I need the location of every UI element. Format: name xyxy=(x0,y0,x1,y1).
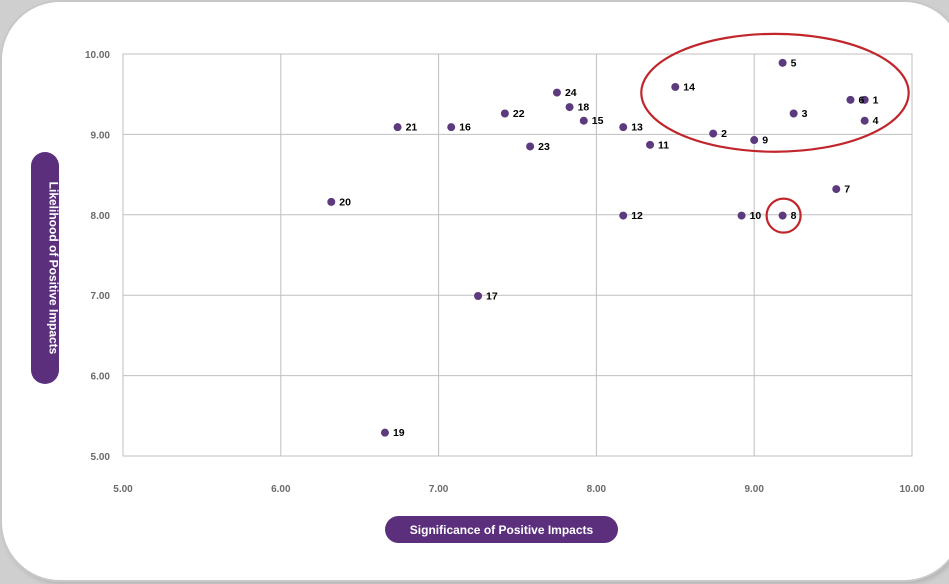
data-label-21: 21 xyxy=(406,122,418,134)
data-point-8 xyxy=(778,211,787,220)
data-point-11 xyxy=(646,140,655,149)
data-label-9: 9 xyxy=(762,135,768,147)
data-label-12: 12 xyxy=(631,210,643,222)
data-point-5 xyxy=(778,58,787,67)
data-point-6 xyxy=(846,95,855,104)
data-point-13 xyxy=(619,123,628,132)
data-point-20 xyxy=(327,197,336,206)
data-label-1: 1 xyxy=(873,94,879,106)
y-tick-label: 5.00 xyxy=(91,452,111,463)
data-point-19 xyxy=(380,428,389,437)
y-tick-label: 7.00 xyxy=(91,291,111,302)
plot-area xyxy=(122,53,913,457)
data-label-5: 5 xyxy=(791,57,797,69)
x-axis-title-text: Significance of Positive Impacts xyxy=(410,523,594,537)
tick-labels: 5.00 6.00 7.00 8.00 9.00 10.00 5.00 6.00 7.00 8.0… xyxy=(85,50,925,495)
x-axis-title: Significance of Positive Impacts xyxy=(385,516,618,543)
data-label-18: 18 xyxy=(578,102,590,114)
data-label-24: 24 xyxy=(565,87,577,99)
data-label-15: 15 xyxy=(592,115,604,127)
data-point-17 xyxy=(474,292,483,301)
data-point-22 xyxy=(500,109,509,118)
y-tick-label: 9.00 xyxy=(91,130,111,141)
data-label-14: 14 xyxy=(683,81,695,93)
data-label-13: 13 xyxy=(631,122,643,134)
data-label-2: 2 xyxy=(721,128,727,140)
x-tick-label: 6.00 xyxy=(271,484,291,495)
data-point-18 xyxy=(565,103,574,112)
x-tick-label: 10.00 xyxy=(899,484,924,495)
y-axis-title-text: Likelihood of Positive Impacts xyxy=(47,182,61,355)
x-tick-label: 8.00 xyxy=(587,484,607,495)
data-point-14 xyxy=(671,82,680,91)
data-label-4: 4 xyxy=(873,115,879,127)
x-axis-title-pill xyxy=(385,516,618,543)
data-label-11: 11 xyxy=(658,139,669,151)
y-axis-title-pill xyxy=(31,152,59,384)
data-label-17: 17 xyxy=(486,291,498,303)
highlight-circle-1 xyxy=(765,197,802,234)
data-point-23 xyxy=(526,142,535,151)
data-label-3: 3 xyxy=(802,108,808,120)
data-point-24 xyxy=(552,88,561,97)
data-point-16 xyxy=(447,123,456,132)
data-label-6: 6 xyxy=(858,94,864,106)
data-label-22: 22 xyxy=(513,108,525,120)
data-label-7: 7 xyxy=(844,184,850,196)
y-axis-title: Likelihood of Positive Impacts xyxy=(31,152,61,384)
data-point-3 xyxy=(789,109,798,118)
data-label-16: 16 xyxy=(459,122,471,134)
x-tick-label: 5.00 xyxy=(113,484,133,495)
highlight-ellipse-0 xyxy=(640,32,910,153)
x-tick-label: 9.00 xyxy=(744,484,764,495)
data-point-9 xyxy=(750,136,759,145)
grid xyxy=(122,53,913,457)
data-label-20: 20 xyxy=(339,196,351,208)
data-point-7 xyxy=(832,185,841,194)
y-tick-label: 10.00 xyxy=(85,50,110,61)
y-tick-label: 6.00 xyxy=(91,372,111,383)
data-point-10 xyxy=(737,211,746,220)
data-label-8: 8 xyxy=(791,210,797,222)
data-label-23: 23 xyxy=(538,141,550,153)
data-point-21 xyxy=(393,123,402,132)
data-label-10: 10 xyxy=(750,210,762,222)
x-tick-label: 7.00 xyxy=(429,484,449,495)
data-label-19: 19 xyxy=(393,427,405,439)
y-tick-label: 8.00 xyxy=(91,211,111,222)
data-point-12 xyxy=(619,211,628,220)
data-point-2 xyxy=(709,129,718,138)
data-point-15 xyxy=(579,116,588,125)
highlight-annotations xyxy=(640,32,910,234)
data-point-4 xyxy=(860,116,869,125)
data-point-1 xyxy=(860,95,869,104)
